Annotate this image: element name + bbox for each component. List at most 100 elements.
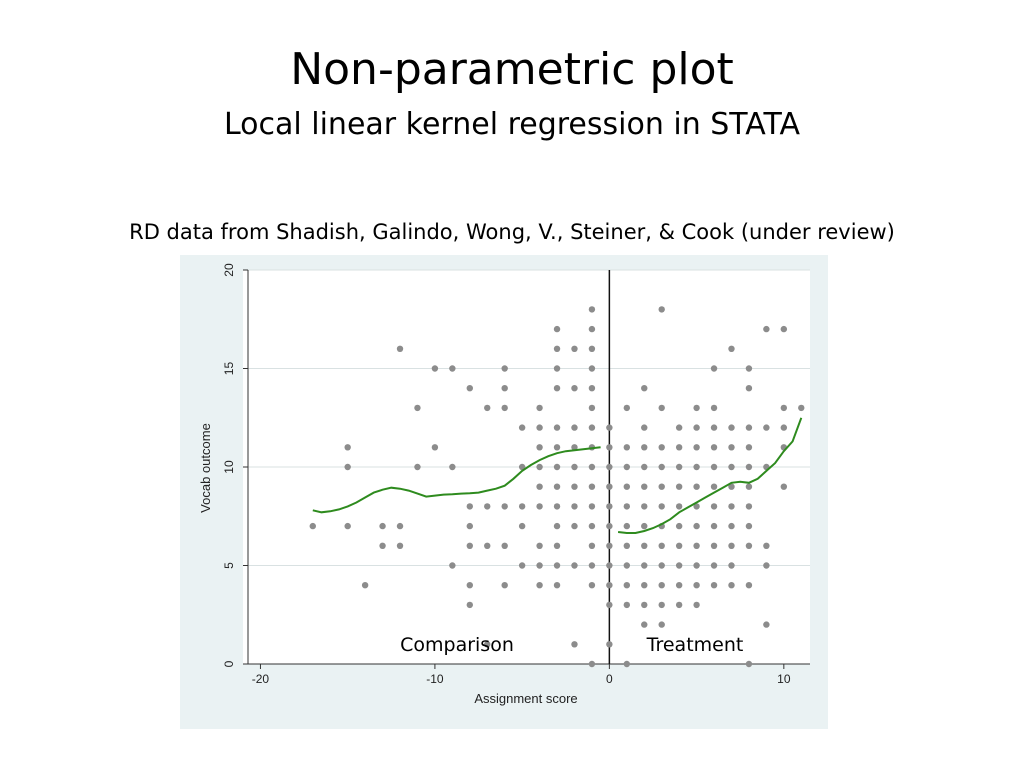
slide-title: Non-parametric plot [290,44,734,95]
data-point [588,404,596,412]
data-point [466,503,473,510]
data-point [466,582,473,589]
data-point [780,424,788,431]
data-point [641,444,648,451]
data-point [606,424,613,431]
data-point [553,424,561,431]
data-point [623,503,631,510]
data-point [536,404,543,412]
data-point [675,463,683,471]
data-point [466,385,473,392]
data-point [710,582,718,589]
data-point [571,483,578,490]
data-point [745,365,753,372]
data-point [588,483,596,490]
data-point [536,542,543,549]
data-point [710,562,718,569]
y-tick-label: 15 [222,362,236,376]
data-point [536,444,543,451]
data-point [536,463,543,471]
data-point [745,385,753,392]
data-point [501,542,508,549]
data-point [484,404,491,412]
data-point [553,444,561,451]
data-point [623,522,631,530]
data-point [728,444,735,451]
data-point [658,621,665,628]
data-point [571,522,578,530]
data-point [745,444,753,451]
data-source-caption: RD data from Shadish, Galindo, Wong, V.,… [129,220,895,244]
data-point [658,542,665,549]
data-point [710,522,718,530]
x-tick-label: -10 [426,672,444,686]
data-point [553,463,561,471]
data-point [675,582,683,589]
data-point [745,463,753,471]
data-point [693,562,700,569]
data-point [641,621,648,628]
data-point [728,542,735,549]
data-point [658,582,665,589]
data-point [536,424,543,431]
data-point [763,424,770,431]
data-point [763,562,770,569]
data-point [606,562,613,569]
data-point [571,385,578,392]
data-point [536,582,543,589]
data-point [710,444,718,451]
data-point [449,365,456,372]
data-point [501,365,508,372]
data-point [693,483,700,490]
data-point [693,582,700,589]
data-point [658,306,665,313]
data-point [309,522,316,530]
y-tick-label: 5 [222,562,236,569]
data-point [588,365,596,372]
data-point [623,562,631,569]
data-point [588,345,596,352]
data-point [536,483,543,490]
data-point [466,522,473,530]
data-point [606,483,613,490]
data-point [553,542,561,549]
data-point [606,444,613,451]
data-point [641,424,648,431]
data-point [675,424,683,431]
data-point [658,503,665,510]
y-axis-title: Vocab outcome [198,423,213,513]
data-point [763,325,770,333]
data-point [588,582,596,589]
data-point [396,542,404,549]
data-point [658,562,665,569]
data-point [623,660,631,668]
data-point [693,444,700,451]
data-point [675,562,683,569]
x-tick-label: 0 [606,672,613,686]
data-point [414,463,421,471]
data-point [675,601,683,609]
data-point [728,503,735,510]
data-point [693,404,700,412]
data-point [606,641,613,648]
data-point [798,404,805,412]
data-point [606,582,613,589]
data-point [518,424,526,431]
data-points [309,306,805,668]
data-point [553,522,561,530]
data-point [675,503,683,510]
data-point [710,365,718,372]
data-point [414,404,421,412]
data-point [710,463,718,471]
data-point [728,463,735,471]
data-point [379,542,386,549]
data-point [501,503,508,510]
data-point [344,522,351,530]
data-point [553,483,561,490]
data-point [606,601,613,609]
data-point [780,483,788,490]
data-point [396,345,404,352]
data-point [588,660,596,668]
slide-subtitle: Local linear kernel regression in STATA [223,107,801,142]
data-point [396,522,404,530]
